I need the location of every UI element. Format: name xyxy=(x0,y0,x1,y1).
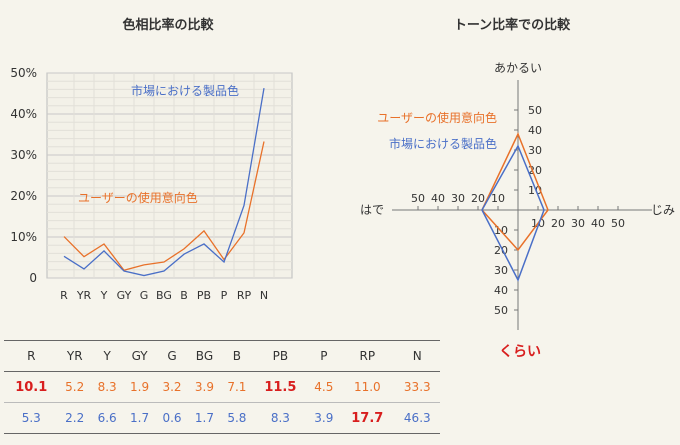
tick-label-left: 30 xyxy=(451,192,465,205)
table-header-row: R YR Y GY G BG B PB P RP N xyxy=(4,340,440,372)
tone-chart-axes xyxy=(392,80,652,330)
x-tick-label: PB xyxy=(197,289,211,302)
tone-chart-series xyxy=(481,132,549,282)
tick-label-right: 50 xyxy=(611,217,625,230)
tick-label-left: 40 xyxy=(431,192,445,205)
table-cell: 3.9 xyxy=(188,371,221,403)
y-tick-label: 10% xyxy=(10,230,37,244)
hue-chart-grid xyxy=(46,72,293,279)
x-tick-label: P xyxy=(221,289,228,302)
table-header-cell: B xyxy=(220,340,254,372)
y-tick-label: 20% xyxy=(10,189,37,203)
table-cell: 5.3 xyxy=(4,402,59,434)
table-cell: 1.9 xyxy=(123,371,156,403)
tick-label-right: 30 xyxy=(571,217,585,230)
table-header-cell: YR xyxy=(58,340,91,372)
tick-label-up: 40 xyxy=(528,124,542,137)
series-line-intent xyxy=(63,141,265,271)
axis-label-vivid: はで xyxy=(360,203,384,217)
table-header-cell: P xyxy=(307,340,341,372)
tick-label-right: 20 xyxy=(551,217,565,230)
table-row-market: 5.3 2.2 6.6 1.7 0.6 1.7 5.8 8.3 3.9 17.7 46.3 xyxy=(4,402,440,434)
table-cell: 10.1 xyxy=(4,371,59,403)
table-header-cell: N xyxy=(394,340,440,372)
table-cell: 7.1 xyxy=(220,371,254,403)
hue-chart-y-axis: 0 10% 20% 30% 40% 50% xyxy=(10,66,37,285)
tick-label-down: 50 xyxy=(494,304,508,317)
table-header-cell: G xyxy=(155,340,189,372)
y-tick-label: 50% xyxy=(10,66,37,80)
hue-chart-series xyxy=(63,88,265,277)
hue-chart-label-intent: ユーザーの使用意向色 xyxy=(78,190,198,205)
table-cell: 5.8 xyxy=(220,402,254,434)
tick-label-left: 20 xyxy=(471,192,485,205)
tick-label-up: 30 xyxy=(528,144,542,157)
table-header-cell: PB xyxy=(253,340,308,372)
table-cell: 8.3 xyxy=(90,371,124,403)
table-header-cell: R xyxy=(4,340,59,372)
x-tick-label: G xyxy=(140,289,149,302)
x-tick-label: GY xyxy=(117,289,132,302)
tick-label-up: 50 xyxy=(528,104,542,117)
tone-chart-title: トーン比率での比較 xyxy=(454,17,571,33)
table-cell: 3.9 xyxy=(307,402,341,434)
hue-chart-title: 色相比率の比較 xyxy=(122,17,214,33)
table-row-intent: 10.1 5.2 8.3 1.9 3.2 3.9 7.1 11.5 4.5 11.0 33.3 xyxy=(4,371,440,403)
tick-label-left: 10 xyxy=(491,192,505,205)
table-cell: 33.3 xyxy=(394,371,440,403)
axis-label-bright: あかるい xyxy=(494,61,542,75)
y-tick-label: 0 xyxy=(29,271,37,285)
x-tick-label: N xyxy=(260,289,268,302)
table-cell: 6.6 xyxy=(90,402,124,434)
table-cell: 0.6 xyxy=(155,402,189,434)
table-cell: 11.0 xyxy=(340,371,395,403)
table-cell: 2.2 xyxy=(58,402,91,434)
table-cell: 4.5 xyxy=(307,371,341,403)
hue-ratio-chart: 色相比率の比較 0 10% 20% 30% 40% 50% R YR Y GY G BG B PB P RP… xyxy=(10,17,293,302)
series-line-market xyxy=(63,88,265,277)
tone-polygon-market xyxy=(481,144,545,282)
values-table: R YR Y GY G BG B PB P RP N 10.1 5.2 8.3 1.9 3.2 3.9 7.1 1… xyxy=(4,340,440,434)
hue-chart-label-market: 市場における製品色 xyxy=(131,83,239,98)
table-cell: 46.3 xyxy=(394,402,440,434)
axis-label-dark: くらい xyxy=(499,344,541,360)
x-tick-label: BG xyxy=(156,289,172,302)
table-cell: 1.7 xyxy=(123,402,156,434)
axis-label-subdued: じみ xyxy=(651,203,675,217)
table-cell: 5.2 xyxy=(58,371,91,403)
table-cell: 1.7 xyxy=(188,402,221,434)
tone-chart-label-market: 市場における製品色 xyxy=(389,136,497,151)
x-tick-label: B xyxy=(180,289,188,302)
y-tick-label: 30% xyxy=(10,148,37,162)
x-tick-label: Y xyxy=(100,289,108,302)
tick-label-down: 30 xyxy=(494,264,508,277)
table-header-cell: BG xyxy=(188,340,221,372)
plot-background xyxy=(46,72,293,279)
tick-label-right: 40 xyxy=(591,217,605,230)
table-cell: 11.5 xyxy=(253,371,308,403)
hue-chart-x-axis: R YR Y GY G BG B PB P RP N xyxy=(60,289,268,302)
tone-chart-label-intent: ユーザーの使用意向色 xyxy=(377,110,497,125)
table-header-cell: RP xyxy=(340,340,395,372)
table-cell: 17.7 xyxy=(340,402,395,434)
table-cell: 3.2 xyxy=(155,371,189,403)
x-tick-label: RP xyxy=(237,289,252,302)
tone-polygon-intent xyxy=(481,132,549,252)
tick-label-left: 50 xyxy=(411,192,425,205)
table-header-cell: Y xyxy=(90,340,124,372)
table-cell: 8.3 xyxy=(253,402,308,434)
y-tick-label: 40% xyxy=(10,107,37,121)
tone-ratio-chart: トーン比率での比較 101010102020202030303030404040… xyxy=(360,17,675,360)
x-tick-label: YR xyxy=(76,289,92,302)
tick-label-down: 40 xyxy=(494,284,508,297)
table-header-cell: GY xyxy=(123,340,156,372)
x-tick-label: R xyxy=(60,289,68,302)
